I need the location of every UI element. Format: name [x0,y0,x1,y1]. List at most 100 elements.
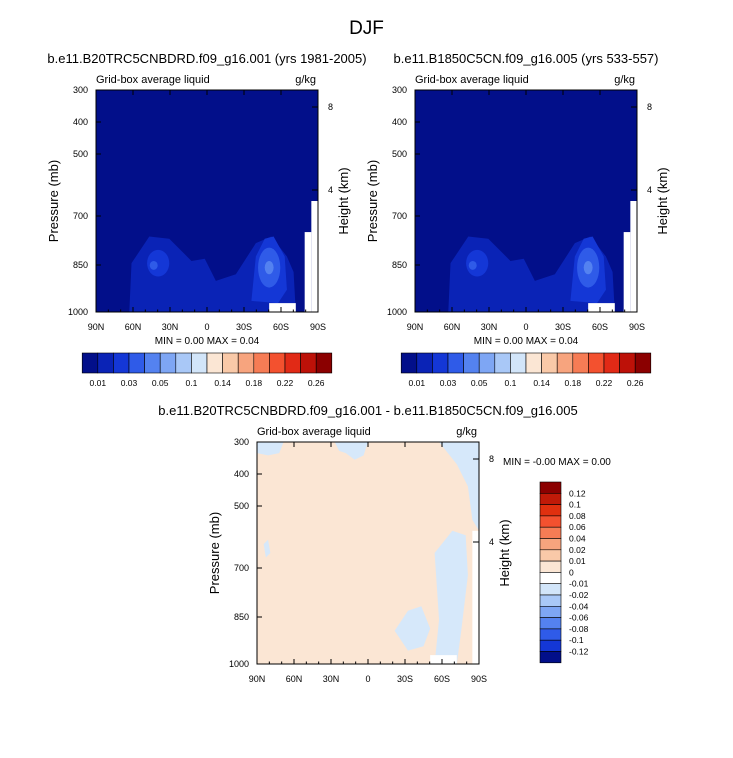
x-tick-label: 90N [249,674,266,684]
figure-title: DJF [349,18,384,39]
colorbar-swatch [269,352,286,374]
x-tick-label: 30S [236,322,252,332]
missing-data [311,201,318,312]
x-tick-label: 30N [162,322,179,332]
colorbar-swatch [619,352,636,374]
colorbar-label: 0.1 [185,378,197,388]
panel-1: 90N 60N 30N 0 30S 60S 90S 300 400 500 700 850 1000 8 4… [46,51,367,388]
colorbar-swatch [539,617,562,630]
colorbar-swatch [539,492,562,505]
colorbar-label: 0.03 [121,378,138,388]
colorbar-swatch [284,352,301,374]
contour-fill-0.05 [583,260,593,275]
min-max-stats: MIN = 0.00 MAX = 0.04 [155,336,260,347]
colorbar-swatch [539,572,562,585]
colorbar-swatch [539,605,562,618]
colorbar-swatch [539,583,562,596]
x-tick-label: 30N [323,674,340,684]
contour-fill-0.02 [466,249,489,277]
panel-units: g/kg [295,74,316,86]
contour-fill-neg-0.01 [257,442,284,456]
colorbar: 0.01 0.03 0.05 0.1 0.14 0.18 0.22 0.26 [400,352,652,388]
y-axis-label: Pressure (mb) [365,160,380,242]
colorbar-label: 0.22 [277,378,294,388]
min-max-stats: MIN = 0.00 MAX = 0.04 [474,336,579,347]
colorbar-swatch [539,651,562,664]
y-tick-label: 850 [73,260,88,270]
colorbar-label: 0.05 [471,378,488,388]
contour-fill-0.03 [149,260,158,270]
colorbar-label: 0.1 [569,500,581,510]
colorbar-label: 0.06 [569,522,586,532]
y-tick-label: 500 [73,149,88,159]
y2-tick-label: 8 [328,102,333,112]
colorbar-label: 0.14 [214,378,231,388]
y-tick-label: 400 [234,469,249,479]
missing-data [304,232,312,312]
colorbar-swatch [159,352,177,374]
x-tick-label: 60S [592,322,608,332]
x-tick-label: 30N [481,322,498,332]
panel-subtitle-left: Grid-box average liquid [257,426,371,438]
x-tick-label: 60S [273,322,289,332]
x-tick-label: 60N [444,322,461,332]
y-tick-label: 700 [392,211,407,221]
colorbar-swatch [603,352,620,374]
colorbar-label: 0.08 [569,511,586,521]
contour-fill-0.03 [468,260,477,270]
x-tick-label: 90S [310,322,326,332]
x-tick-label: 90S [471,674,487,684]
contour-fill-neg-0.01 [394,606,431,651]
missing-data [269,303,296,312]
x-tick-label: 30S [397,674,413,684]
y-tick-label: 500 [392,149,407,159]
colorbar: 0.01 0.03 0.05 0.1 0.14 0.18 0.22 0.26 [81,352,333,388]
missing-data [472,530,479,664]
x-tick-label: 0 [523,322,528,332]
panel-3: 90N 60N 30N 0 30S 60S 90S 300 400 500 700 850 1000 8 4… [158,403,611,684]
colorbar-label: 0.26 [627,378,644,388]
colorbar-swatch [432,352,449,374]
colorbar-label: -0.1 [569,635,584,645]
colorbar-swatch [539,628,562,641]
x-tick-label: 30S [555,322,571,332]
colorbar-swatch [416,352,433,374]
colorbar: 0.120.10.080.060.040.020.010-0.01-0.02-0… [539,481,589,664]
contour-fill-neg-0.01 [334,442,368,460]
colorbar-label: 0 [569,567,574,577]
panel-title: b.e11.B1850C5CN.f09_g16.005 (yrs 533-557… [394,51,659,66]
colorbar-swatch [539,526,562,539]
contour-fill-neg-0.01 [263,539,271,558]
contour-fill-0.02 [147,249,170,277]
y-axis-label: Pressure (mb) [207,512,222,594]
panel-units: g/kg [614,74,635,86]
y-tick-label: 300 [73,85,88,95]
colorbar-label: 0.26 [308,378,325,388]
colorbar-label: 0.1 [504,378,516,388]
panel-subtitle-left: Grid-box average liquid [415,74,529,86]
x-tick-label: 0 [204,322,209,332]
panel-title: b.e11.B20TRC5CNBDRD.f09_g16.001 (yrs 198… [47,51,366,66]
colorbar-label: 0.02 [569,545,586,555]
colorbar-swatch [556,352,574,374]
colorbar-swatch [128,352,145,374]
colorbar-label: 0.12 [569,488,586,498]
colorbar-swatch [572,352,589,374]
colorbar-label: -0.08 [569,624,589,634]
y2-axis-label: Height (km) [655,167,670,234]
y-tick-label: 700 [234,563,249,573]
colorbar-swatch [447,352,464,374]
colorbar-swatch [539,515,562,528]
colorbar-swatch [97,352,114,374]
colorbar-swatch [253,352,270,374]
colorbar-swatch [539,504,562,517]
x-tick-label: 90N [88,322,105,332]
colorbar-label: 0.01 [90,378,107,388]
panel-2: 90N 60N 30N 0 30S 60S 90S 300 400 500 700 850 1000 8 4… [365,51,670,388]
panel-units: g/kg [456,426,477,438]
missing-data [630,201,637,312]
y2-tick-label: 8 [489,454,494,464]
panel-subtitle-left: Grid-box average liquid [96,74,210,86]
y-tick-label: 400 [73,117,88,127]
colorbar-label: -0.04 [569,601,589,611]
